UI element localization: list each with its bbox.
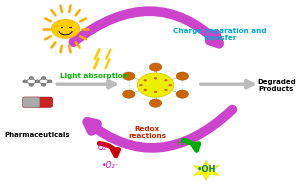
Text: •O₂⁻: •O₂⁻	[102, 161, 119, 170]
Circle shape	[123, 72, 135, 80]
Circle shape	[177, 76, 181, 79]
Circle shape	[182, 77, 186, 79]
FancyBboxPatch shape	[22, 97, 52, 107]
Circle shape	[150, 66, 154, 68]
Circle shape	[123, 90, 135, 98]
Circle shape	[154, 68, 158, 71]
Circle shape	[154, 64, 158, 66]
Circle shape	[154, 100, 158, 102]
Circle shape	[23, 80, 27, 83]
Circle shape	[129, 73, 133, 75]
Circle shape	[47, 80, 52, 83]
FancyBboxPatch shape	[22, 97, 40, 107]
Circle shape	[184, 74, 188, 76]
Circle shape	[158, 102, 161, 105]
Circle shape	[149, 99, 162, 107]
Circle shape	[176, 90, 188, 98]
Circle shape	[125, 77, 129, 79]
Circle shape	[154, 77, 157, 79]
Circle shape	[154, 91, 157, 93]
Circle shape	[125, 91, 129, 93]
Circle shape	[169, 84, 172, 86]
Circle shape	[129, 95, 133, 97]
Text: Light absorption: Light absorption	[60, 73, 128, 79]
FancyArrowPatch shape	[99, 143, 119, 156]
FancyArrowPatch shape	[184, 140, 199, 150]
Circle shape	[123, 74, 127, 76]
Circle shape	[178, 95, 182, 97]
FancyArrowPatch shape	[74, 11, 219, 44]
Circle shape	[137, 73, 174, 97]
Circle shape	[29, 83, 34, 86]
FancyArrowPatch shape	[87, 110, 232, 148]
Circle shape	[164, 79, 168, 81]
Circle shape	[130, 92, 134, 94]
Circle shape	[29, 77, 34, 80]
Circle shape	[176, 72, 188, 80]
Circle shape	[130, 76, 134, 79]
Circle shape	[177, 92, 181, 94]
Text: Degraded
Products: Degraded Products	[257, 79, 296, 92]
Circle shape	[158, 66, 161, 68]
Circle shape	[143, 89, 147, 91]
Polygon shape	[194, 161, 219, 180]
Circle shape	[123, 94, 127, 97]
Circle shape	[182, 91, 186, 93]
Circle shape	[41, 83, 46, 86]
Circle shape	[51, 19, 80, 38]
Text: Redox
reactions: Redox reactions	[128, 125, 166, 139]
Circle shape	[149, 63, 162, 71]
Text: Charge separation and
transfer: Charge separation and transfer	[173, 28, 267, 41]
Circle shape	[154, 104, 158, 107]
Circle shape	[41, 77, 46, 80]
Text: •OH: •OH	[196, 165, 216, 174]
Circle shape	[184, 94, 188, 97]
Circle shape	[139, 84, 142, 86]
Circle shape	[150, 102, 154, 105]
Circle shape	[178, 73, 182, 75]
Text: O₂: O₂	[98, 143, 106, 152]
Text: Pharmaceuticals: Pharmaceuticals	[4, 132, 70, 138]
Circle shape	[143, 79, 147, 81]
Text: H₂O: H₂O	[177, 140, 191, 146]
Circle shape	[164, 89, 168, 91]
Circle shape	[35, 80, 40, 83]
